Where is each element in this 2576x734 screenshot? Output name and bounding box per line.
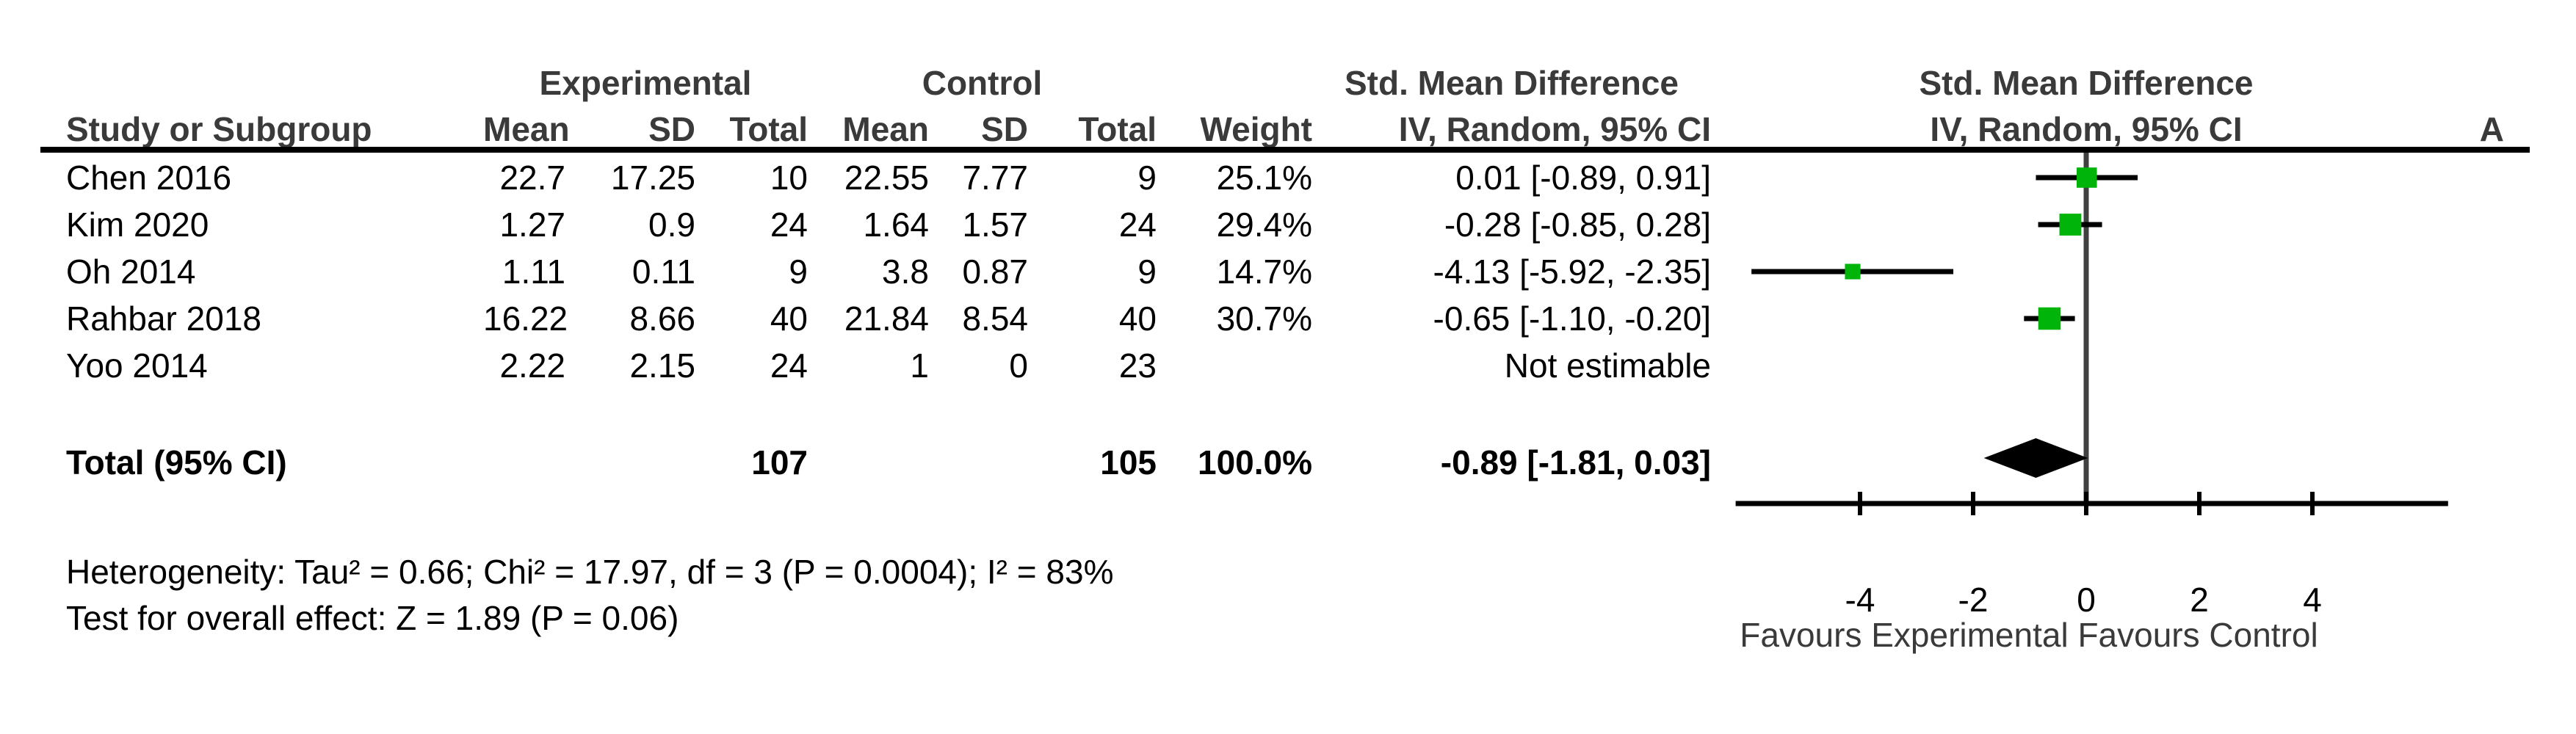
header-divider-line [40, 147, 2530, 153]
study-marker [2059, 214, 2082, 236]
smd-text-column-header: Std. Mean Difference [1345, 64, 1679, 102]
overall-effect-text: Test for overall effect: Z = 1.89 (P = 0… [66, 599, 679, 637]
exp-total-cell: 9 [789, 252, 808, 291]
ctrl-sd-column-header: SD [981, 110, 1028, 148]
ctrl-total-cell: 105 [1100, 443, 1157, 482]
exp-total-cell: 10 [770, 159, 808, 197]
study-marker [1845, 264, 1861, 280]
exp-mean-cell: 2.22 [499, 346, 565, 385]
study-marker [2038, 307, 2061, 330]
exp-total-cell: 24 [770, 206, 808, 244]
exp-mean-cell: 16.22 [483, 299, 568, 338]
ci-text-cell: -0.89 [-1.81, 0.03] [1440, 443, 1711, 482]
ctrl-total-cell: 24 [1118, 206, 1157, 244]
study-row: Chen 2016 22.7 17.25 10 22.55 7.77 9 25.1% 0.01 … [66, 154, 1711, 201]
exp-mean-column-header: Mean [483, 110, 570, 148]
ci-text-cell: 0.01 [-0.89, 0.91] [1455, 159, 1711, 197]
smd-plot-column-header: Std. Mean Difference [1919, 64, 2254, 102]
study-name: Yoo 2014 [66, 346, 208, 385]
ctrl-total-cell: 40 [1118, 299, 1157, 338]
axis-tick-label: 4 [2303, 581, 2322, 619]
weight-cell: 29.4% [1216, 206, 1312, 244]
ci-text-cell: -4.13 [-5.92, -2.35] [1433, 252, 1711, 291]
total-label: Total (95% CI) [66, 443, 287, 482]
exp-sd-column-header: SD [648, 110, 695, 148]
ctrl-total-column-header: Total [1078, 110, 1157, 148]
weight-cell: 25.1% [1216, 159, 1312, 197]
ci-text-column-header: IV, Random, 95% CI [1398, 110, 1711, 148]
ctrl-mean-cell: 3.8 [882, 252, 929, 291]
ctrl-mean-cell: 21.84 [844, 299, 929, 338]
exp-total-cell: 107 [751, 443, 808, 482]
summary-diamond [1983, 438, 2088, 478]
column-header-row: Study or Subgroup Mean SD Total Mean SD … [66, 109, 1711, 150]
favours-axis-label: Favours Experimental Favours Control [1740, 616, 2318, 654]
ctrl-sd-cell: 0.87 [962, 252, 1028, 291]
ctrl-total-cell: 9 [1137, 159, 1157, 197]
exp-sd-cell: 0.11 [632, 252, 695, 291]
exp-total-cell: 24 [770, 346, 808, 385]
ctrl-mean-cell: 1 [910, 346, 929, 385]
study-name: Chen 2016 [66, 159, 232, 197]
study-row: Oh 2014 1.11 0.11 9 3.8 0.87 9 14.7% -4.13 [-5.9… [66, 248, 1711, 295]
footnotes: Heterogeneity: Tau² = 0.66; Chi² = 17.97… [66, 549, 1113, 642]
axis-tick-label: 2 [2190, 581, 2209, 619]
ci-text-cell: -0.28 [-0.85, 0.28] [1444, 206, 1711, 244]
study-row: Rahbar 2018 16.22 8.66 40 21.84 8.54 40 30.7% -0… [66, 295, 1711, 342]
total-row: Total (95% CI) 107 105 100.0% -0.89 [-1.81, … [66, 439, 1711, 486]
weight-cell: 30.7% [1216, 299, 1312, 338]
study-name: Oh 2014 [66, 252, 196, 291]
ctrl-mean-cell: 1.64 [863, 206, 929, 244]
exp-sd-cell: 8.66 [629, 299, 695, 338]
study-row: Yoo 2014 2.22 2.15 24 1 0 23 Not estimable [66, 342, 1711, 389]
ctrl-total-cell: 23 [1118, 346, 1157, 385]
study-column-header: Study or Subgroup [66, 110, 372, 148]
control-group-header: Control [922, 64, 1043, 102]
ctrl-mean-cell: 22.55 [844, 159, 929, 197]
heterogeneity-text: Heterogeneity: Tau² = 0.66; Chi² = 17.97… [66, 553, 1114, 591]
ctrl-total-cell: 9 [1137, 252, 1157, 291]
exp-total-column-header: Total [729, 110, 808, 148]
weight-cell: 100.0% [1197, 443, 1312, 482]
axis-tick-label: -2 [1958, 581, 1989, 619]
weight-cell: 14.7% [1216, 252, 1312, 291]
experimental-group-header: Experimental [539, 64, 752, 102]
ci-plot-column-header: IV, Random, 95% CI [1930, 110, 2243, 148]
exp-mean-cell: 1.11 [502, 252, 565, 291]
exp-total-cell: 40 [770, 299, 808, 338]
ci-text-cell: -0.65 [-1.10, -0.20] [1433, 299, 1711, 338]
ctrl-sd-cell: 8.54 [962, 299, 1028, 338]
exp-mean-cell: 22.7 [499, 159, 565, 197]
study-name: Kim 2020 [66, 206, 209, 244]
ctrl-sd-cell: 1.57 [962, 206, 1028, 244]
weight-column-header: Weight [1200, 110, 1312, 148]
ctrl-sd-cell: 7.77 [962, 159, 1028, 197]
exp-sd-cell: 0.9 [648, 206, 695, 244]
exp-mean-cell: 1.27 [499, 206, 565, 244]
study-row: Kim 2020 1.27 0.9 24 1.64 1.57 24 29.4% -0.28 [-… [66, 201, 1711, 248]
axis-tick-label: -4 [1845, 581, 1875, 619]
exp-sd-cell: 17.25 [610, 159, 695, 197]
axis-tick-label: 0 [2077, 581, 2096, 619]
study-name: Rahbar 2018 [66, 299, 261, 338]
panel-label: A [2479, 110, 2504, 148]
ctrl-sd-cell: 0 [1009, 346, 1028, 385]
ci-text-cell: Not estimable [1504, 346, 1711, 385]
exp-sd-cell: 2.15 [629, 346, 695, 385]
study-marker [2076, 167, 2097, 188]
ctrl-mean-column-header: Mean [842, 110, 929, 148]
